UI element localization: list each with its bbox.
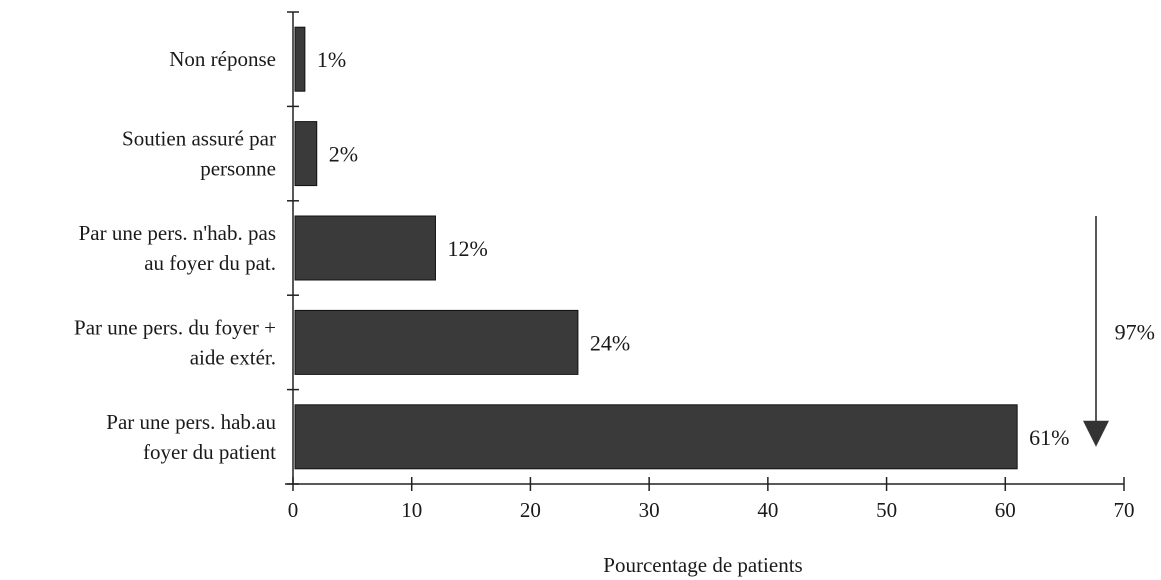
bar bbox=[294, 215, 436, 281]
value-label: 12% bbox=[447, 236, 487, 261]
total-bracket: 97% bbox=[1083, 216, 1155, 447]
category-label: Par une pers. du foyer + bbox=[74, 315, 276, 339]
bar bbox=[294, 404, 1018, 470]
x-tick-label: 60 bbox=[995, 498, 1016, 522]
bar bbox=[294, 26, 306, 92]
category-label: personne bbox=[200, 157, 276, 181]
value-label: 2% bbox=[329, 142, 358, 167]
bars-group bbox=[294, 26, 1018, 470]
value-label: 61% bbox=[1029, 425, 1069, 450]
x-tick-label: 50 bbox=[876, 498, 897, 522]
x-tick-label: 70 bbox=[1114, 498, 1135, 522]
value-label: 1% bbox=[317, 47, 346, 72]
category-label: Par une pers. n'hab. pas bbox=[79, 221, 276, 245]
category-label: Par une pers. hab.au bbox=[106, 410, 276, 434]
x-tick-label: 0 bbox=[288, 498, 299, 522]
category-label: Non réponse bbox=[169, 47, 276, 71]
x-tick-label: 30 bbox=[639, 498, 660, 522]
bar bbox=[294, 121, 318, 187]
x-axis-title: Pourcentage de patients bbox=[603, 553, 802, 577]
category-label: foyer du patient bbox=[143, 440, 276, 464]
x-tick-label: 20 bbox=[520, 498, 541, 522]
value-label: 24% bbox=[590, 330, 630, 355]
arrow-down-icon bbox=[1083, 420, 1109, 447]
category-label: Soutien assuré par bbox=[122, 127, 276, 151]
bracket-total-label: 97% bbox=[1115, 319, 1155, 344]
category-label: aide extér. bbox=[190, 345, 276, 369]
axis-group bbox=[285, 11, 1125, 491]
x-tick-label: 40 bbox=[757, 498, 778, 522]
labels-group: Non réponse 1% Soutien assuré par personne 2… bbox=[74, 47, 1134, 522]
bar bbox=[294, 309, 579, 375]
category-label: au foyer du pat. bbox=[144, 251, 276, 275]
x-tick-label: 10 bbox=[401, 498, 422, 522]
